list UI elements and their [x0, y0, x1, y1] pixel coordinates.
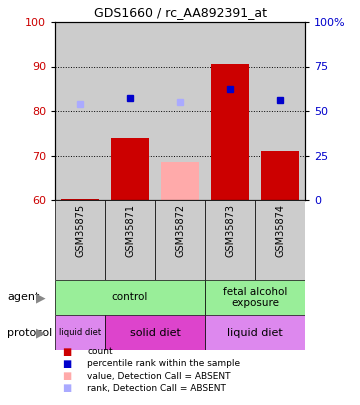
Bar — [155, 200, 205, 280]
Text: rank, Detection Call = ABSENT: rank, Detection Call = ABSENT — [87, 384, 226, 392]
Text: GSM35873: GSM35873 — [225, 204, 235, 257]
Bar — [205, 280, 305, 315]
Text: control: control — [112, 292, 148, 303]
Text: agent: agent — [7, 292, 40, 303]
Text: ▶: ▶ — [36, 326, 45, 339]
Bar — [105, 200, 155, 280]
Text: ■: ■ — [62, 347, 71, 357]
Text: value, Detection Call = ABSENT: value, Detection Call = ABSENT — [87, 371, 231, 381]
Text: solid diet: solid diet — [130, 328, 180, 337]
Text: ■: ■ — [62, 359, 71, 369]
Bar — [211, 64, 249, 200]
Text: ■: ■ — [62, 371, 71, 381]
Text: percentile rank within the sample: percentile rank within the sample — [87, 360, 240, 369]
Bar — [261, 151, 299, 200]
Bar — [255, 200, 305, 280]
Bar — [55, 280, 205, 315]
Text: ■: ■ — [62, 383, 71, 393]
Bar — [111, 138, 149, 200]
Text: liquid diet: liquid diet — [227, 328, 283, 337]
Bar — [205, 315, 305, 350]
Bar — [205, 200, 255, 280]
Text: GDS1660 / rc_AA892391_at: GDS1660 / rc_AA892391_at — [94, 6, 266, 19]
Bar — [105, 315, 205, 350]
Bar — [55, 315, 105, 350]
Text: count: count — [87, 347, 113, 356]
Bar — [55, 200, 105, 280]
Text: fetal alcohol
exposure: fetal alcohol exposure — [223, 287, 287, 308]
Text: protocol: protocol — [7, 328, 53, 337]
Text: liquid diet: liquid diet — [59, 328, 101, 337]
Text: GSM35871: GSM35871 — [125, 204, 135, 257]
Text: GSM35872: GSM35872 — [175, 204, 185, 257]
Text: GSM35874: GSM35874 — [275, 204, 285, 257]
Text: ▶: ▶ — [36, 291, 45, 304]
Bar — [61, 199, 99, 200]
Bar — [161, 162, 199, 200]
Text: GSM35875: GSM35875 — [75, 204, 85, 257]
